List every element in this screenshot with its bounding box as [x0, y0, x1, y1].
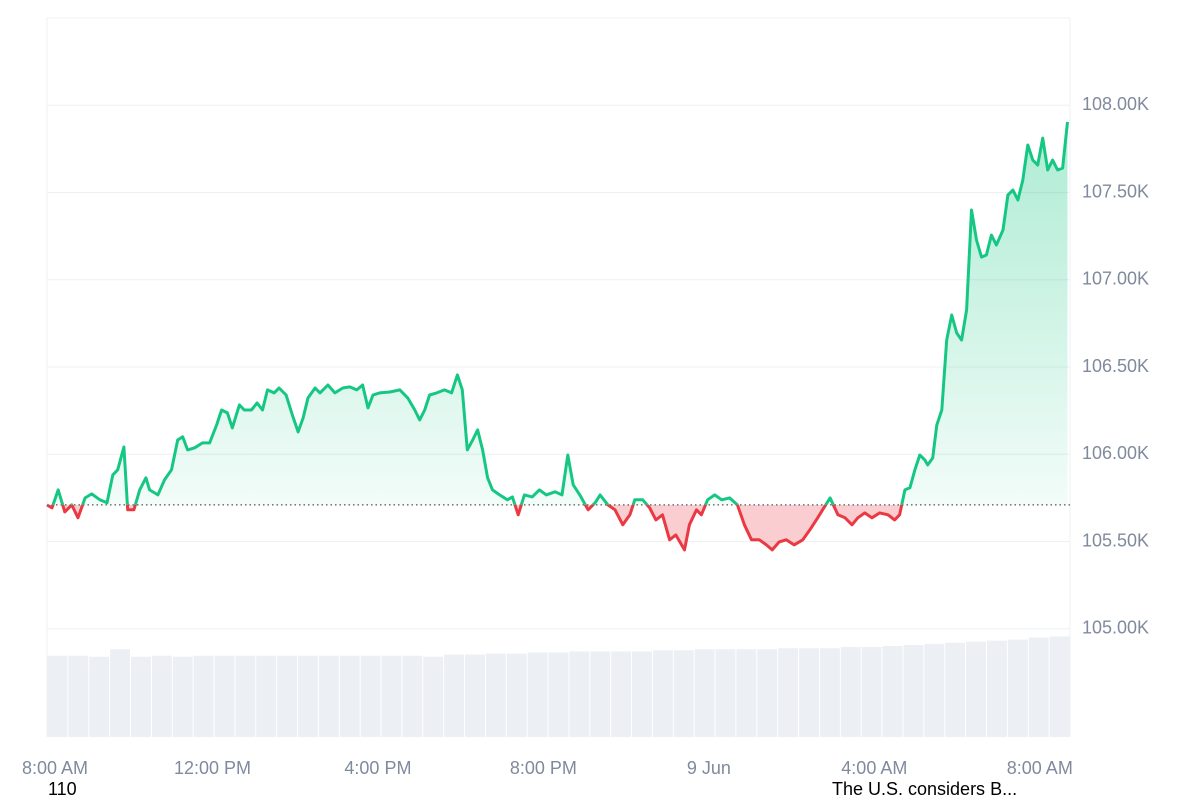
x-tick-label: 4:00 AM: [841, 758, 907, 778]
volume-bar: [590, 651, 611, 737]
x-tick-label: 12:00 PM: [174, 758, 251, 778]
volume-bar: [110, 649, 131, 737]
volume-bar: [360, 655, 381, 737]
y-tick-label: 106.00K: [1082, 443, 1149, 463]
volume-bar: [986, 640, 1007, 737]
volume-bar: [694, 649, 715, 737]
volume-bar: [193, 655, 214, 737]
volume-bar: [757, 649, 778, 737]
volume-bar: [548, 652, 569, 737]
volume-bar: [444, 654, 465, 737]
volume-bar: [465, 654, 485, 737]
volume-bar: [131, 656, 151, 737]
volume-bar: [235, 655, 256, 737]
plot: [46, 121, 1070, 552]
volume-bar: [298, 655, 318, 737]
volume-bar: [778, 648, 799, 737]
volume-bar: [819, 648, 840, 737]
volume-bar: [506, 653, 527, 737]
volume-bar: [381, 655, 402, 737]
volume-bar: [840, 647, 861, 737]
footer-left: 110: [48, 779, 77, 799]
volume-bar: [652, 650, 673, 737]
volume-bar: [945, 642, 966, 737]
volume-bar: [68, 655, 89, 737]
volume-bar: [736, 649, 757, 737]
y-tick-label: 108.00K: [1082, 94, 1149, 114]
volume-bar: [89, 656, 110, 737]
x-tick-label: 8:00 PM: [510, 758, 577, 778]
volume-bar: [485, 653, 506, 737]
volume-bar: [569, 651, 590, 737]
volume-bar: [256, 655, 277, 737]
volume-bar: [402, 655, 423, 737]
volume-bar: [47, 655, 68, 737]
volume-bar: [214, 655, 235, 737]
y-tick-label: 107.50K: [1082, 181, 1149, 201]
volume-bar: [715, 649, 736, 737]
volume-bar: [861, 647, 882, 737]
area-down: [47, 504, 1068, 550]
x-tick-label: 9 Jun: [687, 758, 731, 778]
grid: 105.00K 105.50K 106.00K 106.50K 107.00K 107.5…: [22, 17, 1149, 778]
volume-bar: [1028, 637, 1049, 737]
volume-bar: [966, 641, 986, 737]
volume-bar: [611, 651, 632, 737]
y-tick-label: 105.00K: [1082, 618, 1149, 638]
volume-bar: [277, 655, 298, 737]
volume-bar: [1049, 636, 1070, 737]
volume-bar: [423, 656, 444, 737]
x-tick-label: 8:00 AM: [22, 758, 88, 778]
y-tick-label: 106.50K: [1082, 356, 1149, 376]
volume-bar: [318, 655, 339, 737]
volume-bar: [339, 655, 360, 737]
volume-bar: [924, 643, 945, 737]
volume-bars: [47, 636, 1070, 737]
volume-bar: [799, 648, 819, 737]
volume-bar: [632, 651, 652, 737]
x-tick-label: 8:00 AM: [1007, 758, 1073, 778]
volume-bar: [903, 644, 924, 737]
area-up: [53, 122, 1068, 505]
x-tick-label: 4:00 PM: [344, 758, 411, 778]
price-line-up: [47, 121, 1069, 505]
volume-bar: [882, 646, 903, 737]
volume-bar: [151, 655, 172, 737]
volume-bar: [527, 652, 548, 737]
y-tick-label: 105.50K: [1082, 530, 1149, 550]
y-tick-label: 107.00K: [1082, 269, 1149, 289]
volume-bar: [673, 650, 694, 737]
volume-bar: [172, 656, 193, 737]
volume-bar: [1007, 639, 1028, 737]
footer-right: The U.S. considers B...: [832, 779, 1017, 799]
